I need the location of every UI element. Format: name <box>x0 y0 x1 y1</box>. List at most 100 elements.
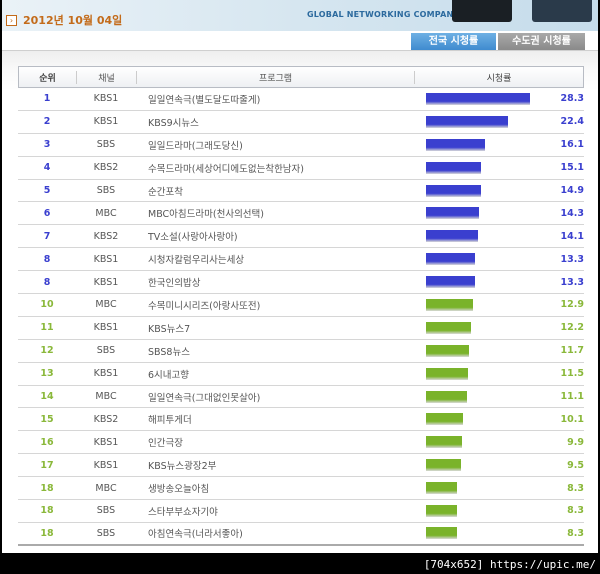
program-name[interactable]: 6시내고향 <box>148 369 190 381</box>
table-row: 17 KBS1 KBS뉴스광장2부 9.5 <box>18 454 584 478</box>
program-name[interactable]: 한국인의밥상 <box>148 278 201 290</box>
date-text: 2012년 10월 04일 <box>23 14 123 27</box>
rating-bar <box>426 482 457 495</box>
channel: KBS1 <box>93 253 119 265</box>
rating-bar <box>426 459 461 472</box>
program-name[interactable]: KBS뉴스광장2부 <box>148 461 217 473</box>
table-row: 10 MBC 수목미니시리즈(아랑사또전) 12.9 <box>18 294 584 317</box>
rating-bar <box>426 138 486 151</box>
table-row: 18 SBS 스타부부쇼자기야 8.3 <box>18 500 584 523</box>
rank: 3 <box>43 139 51 151</box>
rating-bar-cell <box>414 138 544 151</box>
page: GLOBAL NETWORKING COMPANY › 2012년 10월 04… <box>2 0 598 553</box>
rating-bar <box>426 298 474 311</box>
rank: 16 <box>40 436 54 448</box>
rating-bar <box>426 504 457 517</box>
rating-value: 9.9 <box>567 436 584 448</box>
banner: GLOBAL NETWORKING COMPANY <box>2 0 598 31</box>
header-program: 프로그램 <box>137 70 415 84</box>
rating-value: 16.1 <box>560 139 584 151</box>
tab-national-rating[interactable]: 전국 시청률 <box>411 33 496 50</box>
program-name[interactable]: 일일연속극(그대없인못살아) <box>148 392 261 404</box>
table-body: 1 KBS1 일일연속극(별도달도따줄게) 28.3 2 KBS1 KBS9시뉴스… <box>18 88 584 546</box>
table-row: 3 SBS 일일드라마(그래도당신) 16.1 <box>18 134 584 157</box>
program-name[interactable]: KBS9시뉴스 <box>148 117 199 129</box>
program-name[interactable]: 일일연속극(별도달도따줄게) <box>148 94 261 106</box>
channel: KBS1 <box>93 436 119 448</box>
program-name[interactable]: KBS뉴스7 <box>148 323 191 335</box>
channel: MBC <box>95 299 117 311</box>
monitor-image <box>532 0 592 22</box>
rating-value: 12.9 <box>560 299 584 311</box>
rating-bar <box>426 436 463 449</box>
rating-bar-cell <box>414 207 544 220</box>
program-name[interactable]: 순간포착 <box>148 186 183 198</box>
channel: KBS1 <box>93 116 119 128</box>
rating-bar <box>426 184 481 197</box>
program-name[interactable]: 해피투게더 <box>148 415 192 427</box>
rating-bar <box>426 276 475 289</box>
rating-value: 14.1 <box>560 230 584 242</box>
rank: 2 <box>43 116 51 128</box>
ratings-table: 순위 채널 프로그램 시청률 1 KBS1 일일연속극(별도달도따줄게) 28.… <box>18 66 584 546</box>
rank: 8 <box>43 253 51 265</box>
program-name[interactable]: 인간극장 <box>148 438 183 450</box>
rating-value: 10.1 <box>560 413 584 425</box>
rating-bar-cell <box>414 115 544 128</box>
table-row: 1 KBS1 일일연속극(별도달도따줄게) 28.3 <box>18 88 584 111</box>
rating-value: 9.5 <box>567 459 584 471</box>
date-display: › 2012년 10월 04일 <box>6 12 122 28</box>
program-name[interactable]: 일일드라마(그래도당신) <box>148 140 243 152</box>
rating-bar-cell <box>414 436 544 449</box>
program-name[interactable]: SBS8뉴스 <box>148 346 190 358</box>
tv-image <box>452 0 512 22</box>
program-name[interactable]: 아침연속극(너라서좋아) <box>148 529 243 541</box>
rank: 6 <box>43 207 51 219</box>
rank: 15 <box>40 413 54 425</box>
rating-value: 14.3 <box>560 207 584 219</box>
rating-bar <box>426 344 469 357</box>
program-name[interactable]: 시청자칼럼우리사는세상 <box>148 255 245 267</box>
table-row: 14 MBC 일일연속극(그대없인못살아) 11.1 <box>18 386 584 409</box>
rating-bar-cell <box>414 276 544 289</box>
tab-capital-rating[interactable]: 수도권 시청률 <box>498 33 585 50</box>
table-row: 18 MBC 생방송오늘아침 8.3 <box>18 477 584 501</box>
rating-bar <box>426 321 471 334</box>
program-name[interactable]: 수목드라마(세상어디에도없는착한남자) <box>148 163 304 175</box>
channel: KBS1 <box>93 322 119 334</box>
rating-bar <box>426 413 464 426</box>
rank: 14 <box>40 391 54 403</box>
program-name[interactable]: 생방송오늘아침 <box>148 484 210 496</box>
rating-bar <box>426 390 467 403</box>
table-row: 15 KBS2 해피투게더 10.1 <box>18 408 584 432</box>
rank: 18 <box>40 505 54 517</box>
watermark: [704x652] https://upic.me/ <box>423 558 596 571</box>
program-name[interactable]: TV소설(사랑아사랑아) <box>148 232 238 244</box>
rating-value: 22.4 <box>560 116 584 128</box>
channel: MBC <box>95 482 117 494</box>
rating-bar-cell <box>414 390 544 403</box>
table-row: 8 KBS1 한국인의밥상 13.3 <box>18 271 584 295</box>
program-name[interactable]: MBC아침드라마(천사의선택) <box>148 209 264 221</box>
program-name[interactable]: 스타부부쇼자기야 <box>148 506 218 518</box>
rating-value: 13.3 <box>560 253 584 265</box>
table-row: 8 KBS1 시청자칼럼우리사는세상 13.3 <box>18 248 584 272</box>
table-row: 18 SBS 아침연속극(너라서좋아) 8.3 <box>18 523 584 546</box>
rating-bar <box>426 161 482 174</box>
rank: 4 <box>43 162 51 174</box>
chevron-right-icon: › <box>6 14 17 26</box>
channel: SBS <box>96 185 116 196</box>
rating-bar-cell <box>414 367 544 380</box>
rating-value: 15.1 <box>560 162 584 174</box>
channel: SBS <box>96 527 116 539</box>
rating-bar <box>426 230 478 243</box>
table-row: 11 KBS1 KBS뉴스7 12.2 <box>18 317 584 340</box>
rank: 13 <box>40 368 54 380</box>
channel: SBS <box>96 139 116 151</box>
header-channel: 채널 <box>77 70 137 84</box>
channel: KBS2 <box>93 413 119 425</box>
program-name[interactable]: 수목미니시리즈(아랑사또전) <box>148 300 261 312</box>
table-row: 12 SBS SBS8뉴스 11.7 <box>18 340 584 363</box>
channel: MBC <box>95 207 117 219</box>
rating-value: 11.1 <box>560 391 584 403</box>
